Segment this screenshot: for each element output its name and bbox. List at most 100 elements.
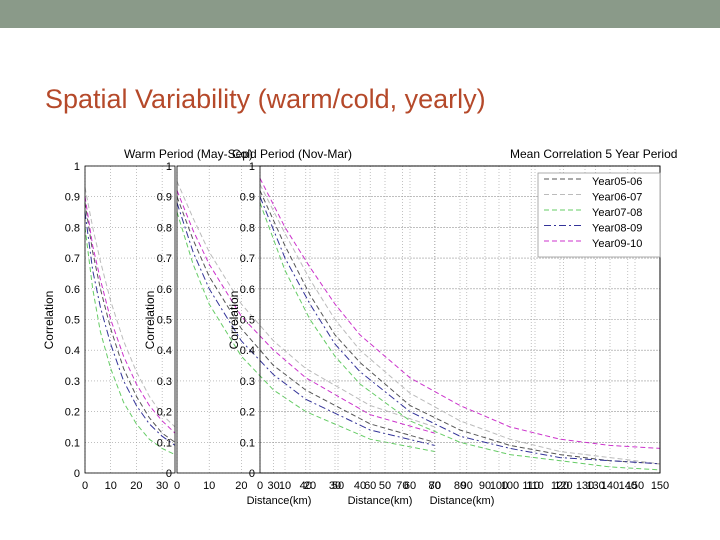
x-tick-label: 150 bbox=[626, 480, 644, 492]
y-tick-label: 1 bbox=[249, 161, 255, 173]
y-tick-label: 0.1 bbox=[65, 437, 80, 449]
y-tick-label: 0.8 bbox=[65, 222, 80, 234]
x-axis-label: Distance(km) bbox=[348, 495, 413, 507]
y-tick-label: 0 bbox=[249, 468, 255, 480]
axes-frame bbox=[259, 165, 661, 474]
series-line-3-2 bbox=[259, 184, 661, 465]
x-tick-label: 10 bbox=[203, 480, 215, 492]
x-tick-label: 10 bbox=[279, 480, 291, 492]
series-line-2-4 bbox=[176, 202, 435, 446]
y-tick-label: 0.5 bbox=[65, 315, 80, 327]
x-tick-label: 140 bbox=[601, 480, 619, 492]
series-line-1-1 bbox=[84, 202, 176, 443]
x-tick-label: 120 bbox=[551, 480, 569, 492]
x-tick-label: 50 bbox=[379, 480, 391, 492]
x-tick-label: 110 bbox=[522, 480, 540, 492]
series-line-2-5 bbox=[176, 190, 435, 434]
chart-title: Mean Correlation 5 Year Period bbox=[510, 147, 677, 161]
x-tick-label: 80 bbox=[454, 480, 466, 492]
y-tick-label: 0.7 bbox=[240, 253, 255, 265]
x-tick-label: 60 bbox=[404, 480, 416, 492]
legend-label: Year07-08 bbox=[592, 207, 642, 219]
legend-label: Year06-07 bbox=[592, 192, 642, 204]
y-tick-label: 0 bbox=[74, 468, 80, 480]
x-tick-label: 20 bbox=[235, 480, 247, 492]
y-tick-label: 0 bbox=[166, 468, 172, 480]
y-tick-label: 0.1 bbox=[157, 437, 172, 449]
x-tick-label: 130 bbox=[586, 480, 604, 492]
x-tick-label: 100 bbox=[501, 480, 519, 492]
axes-frame bbox=[84, 165, 176, 474]
legend-box bbox=[537, 172, 661, 258]
x-tick-label: 80 bbox=[428, 480, 440, 492]
y-tick-label: 0.9 bbox=[65, 192, 80, 204]
x-tick-label: 150 bbox=[651, 480, 669, 492]
x-axis-label: Distance(km) bbox=[430, 495, 495, 507]
legend-label: Year05-06 bbox=[592, 176, 642, 188]
x-tick-label: 120 bbox=[554, 480, 572, 492]
x-tick-label: 10 bbox=[105, 480, 117, 492]
y-axis-label: Correlation bbox=[227, 291, 241, 350]
x-tick-label: 40 bbox=[300, 480, 312, 492]
x-tick-label: 0 bbox=[257, 480, 263, 492]
y-tick-label: 0.3 bbox=[240, 376, 255, 388]
y-tick-label: 0.2 bbox=[240, 407, 255, 419]
series-line-2-2 bbox=[176, 181, 435, 428]
y-tick-label: 0.6 bbox=[157, 284, 172, 296]
series-line-2-1 bbox=[176, 196, 435, 443]
y-tick-label: 0.2 bbox=[65, 407, 80, 419]
series-line-1-4 bbox=[84, 212, 176, 446]
x-tick-label: 60 bbox=[364, 480, 376, 492]
series-line-1-5 bbox=[84, 196, 176, 434]
y-tick-label: 0.7 bbox=[65, 253, 80, 265]
x-tick-label: 130 bbox=[576, 480, 594, 492]
y-tick-label: 0.6 bbox=[65, 284, 80, 296]
y-tick-label: 0.9 bbox=[157, 192, 172, 204]
y-tick-label: 0.4 bbox=[65, 345, 80, 357]
x-axis-label: Distance(km) bbox=[247, 495, 312, 507]
legend-label: Year09-10 bbox=[592, 238, 642, 250]
top-accent-bar bbox=[0, 0, 720, 28]
y-tick-label: 0.5 bbox=[240, 315, 255, 327]
x-tick-label: 0 bbox=[82, 480, 88, 492]
series-line-3-5 bbox=[259, 178, 661, 449]
y-tick-label: 0.9 bbox=[240, 192, 255, 204]
x-tick-label: 20 bbox=[130, 480, 142, 492]
y-axis-label: Correlation bbox=[143, 291, 157, 350]
x-tick-label: 30 bbox=[329, 480, 341, 492]
series-line-3-4 bbox=[259, 196, 661, 465]
y-tick-label: 1 bbox=[166, 161, 172, 173]
y-tick-label: 0.3 bbox=[65, 376, 80, 388]
x-tick-label: 70 bbox=[396, 480, 408, 492]
y-tick-label: 0.8 bbox=[157, 222, 172, 234]
y-tick-label: 0.3 bbox=[157, 376, 172, 388]
x-tick-label: 30 bbox=[267, 480, 279, 492]
y-tick-label: 0.1 bbox=[240, 437, 255, 449]
y-tick-label: 0.8 bbox=[240, 222, 255, 234]
x-tick-label: 90 bbox=[479, 480, 491, 492]
chart-title: Cold Period (Nov-Mar) bbox=[232, 147, 352, 161]
y-tick-label: 0.4 bbox=[157, 345, 172, 357]
series-line-3-1 bbox=[259, 190, 661, 465]
x-tick-label: 50 bbox=[332, 480, 344, 492]
x-tick-label: 100 bbox=[490, 480, 508, 492]
y-tick-label: 0.2 bbox=[157, 407, 172, 419]
series-line-1-2 bbox=[84, 187, 176, 428]
y-axis-label: Correlation bbox=[42, 291, 56, 350]
y-tick-label: 0.4 bbox=[240, 345, 255, 357]
x-tick-label: 40 bbox=[354, 480, 366, 492]
x-tick-label: 70 bbox=[429, 480, 441, 492]
y-tick-label: 0.5 bbox=[157, 315, 172, 327]
x-tick-label: 20 bbox=[304, 480, 316, 492]
x-tick-label: 0 bbox=[174, 480, 180, 492]
x-tick-label: 140 bbox=[619, 480, 637, 492]
legend-label: Year08-09 bbox=[592, 223, 642, 235]
x-tick-label: 110 bbox=[526, 480, 544, 492]
series-line-1-3 bbox=[84, 227, 176, 456]
x-tick-label: 90 bbox=[461, 480, 473, 492]
y-tick-label: 0.7 bbox=[157, 253, 172, 265]
series-line-3-3 bbox=[259, 202, 661, 471]
slide-title: Spatial Variability (warm/cold, yearly) bbox=[45, 84, 486, 114]
chart-title: Warm Period (May-Sep) bbox=[124, 147, 253, 161]
